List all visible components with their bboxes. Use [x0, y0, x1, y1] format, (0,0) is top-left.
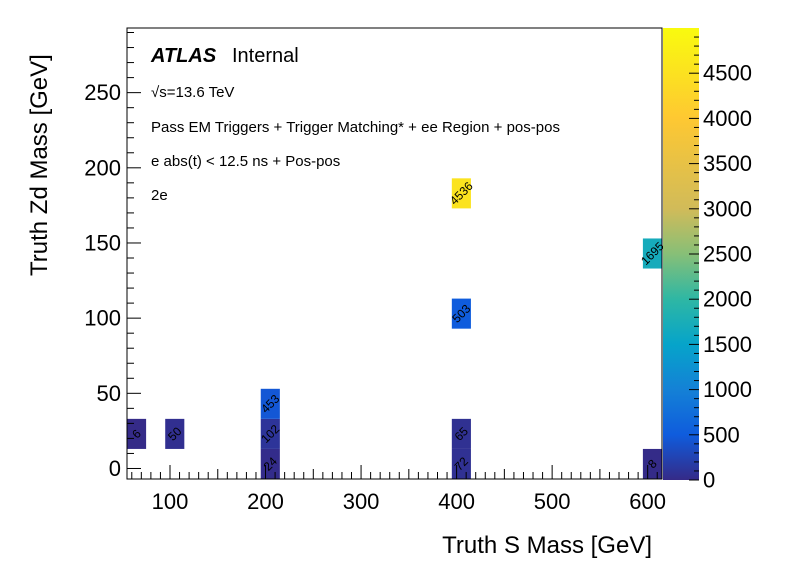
- x-axis-ticks: [131, 465, 658, 479]
- x-axis-title: Truth S Mass [GeV]: [442, 532, 652, 559]
- heatmap-cell: [451, 418, 471, 449]
- plot-frame: [126, 27, 663, 480]
- y-axis-tick-label: 200: [84, 155, 121, 180]
- color-scale-tick-label: 2000: [703, 287, 752, 312]
- x-axis-tick-label: 300: [343, 489, 380, 514]
- y-axis-tick-label: 0: [109, 456, 121, 481]
- y-axis-tick-label: 50: [97, 381, 121, 406]
- heatmap-cell: [451, 298, 471, 329]
- atlas-label: ATLAS: [150, 45, 217, 67]
- heatmap-cell: [127, 418, 147, 449]
- heatmap-cell: [260, 418, 280, 449]
- x-axis-tick-label: 600: [629, 489, 666, 514]
- energy-label: √s=13.6 TeV: [151, 84, 234, 101]
- color-scale-tick-label: 3500: [703, 151, 752, 176]
- x-axis-tick-labels: 100 200 300 400 500 600: [152, 489, 666, 514]
- color-scale-tick-label: 2500: [703, 242, 752, 267]
- heatmap-cell: [451, 178, 471, 209]
- atlas-status-label: Internal: [232, 45, 299, 67]
- y-axis-tick-labels: 0 50 100 150 200 250: [84, 80, 121, 481]
- timing-label: e abs(t) < 12.5 ns + Pos-pos: [151, 153, 340, 170]
- y-axis-tick-label: 150: [84, 230, 121, 255]
- x-axis-tick-label: 400: [438, 489, 475, 514]
- color-scale-tick-label: 0: [703, 468, 715, 493]
- x-axis-tick-label: 200: [247, 489, 284, 514]
- color-scale-tick-label: 3000: [703, 196, 752, 221]
- color-scale-tick-label: 500: [703, 422, 740, 447]
- y-axis-ticks: [127, 32, 141, 469]
- color-scale-tick-labels: 0 500 1000 1500 2000 2500 3000 3500 4000 4500: [703, 61, 752, 493]
- color-scale-tick-label: 1500: [703, 332, 752, 357]
- x-axis-tick-label: 100: [152, 489, 189, 514]
- color-scale-tick-label: 4000: [703, 106, 752, 131]
- selection-label: Pass EM Triggers + Trigger Matching* + e…: [151, 119, 560, 136]
- channel-label: 2e: [151, 187, 168, 204]
- heatmap-cell: [165, 418, 185, 449]
- y-axis-tick-label: 250: [84, 80, 121, 105]
- x-axis-tick-label: 500: [534, 489, 571, 514]
- heatmap-cells: [127, 178, 662, 479]
- color-scale-tick-label: 4500: [703, 61, 752, 86]
- color-scale-tick-label: 1000: [703, 377, 752, 402]
- y-axis-title: Truth Zd Mass [GeV]: [26, 54, 53, 276]
- heatmap-cell: [642, 238, 662, 269]
- y-axis-tick-label: 100: [84, 306, 121, 331]
- color-scale-ticks: [689, 36, 699, 481]
- heatmap-cell: [260, 388, 280, 419]
